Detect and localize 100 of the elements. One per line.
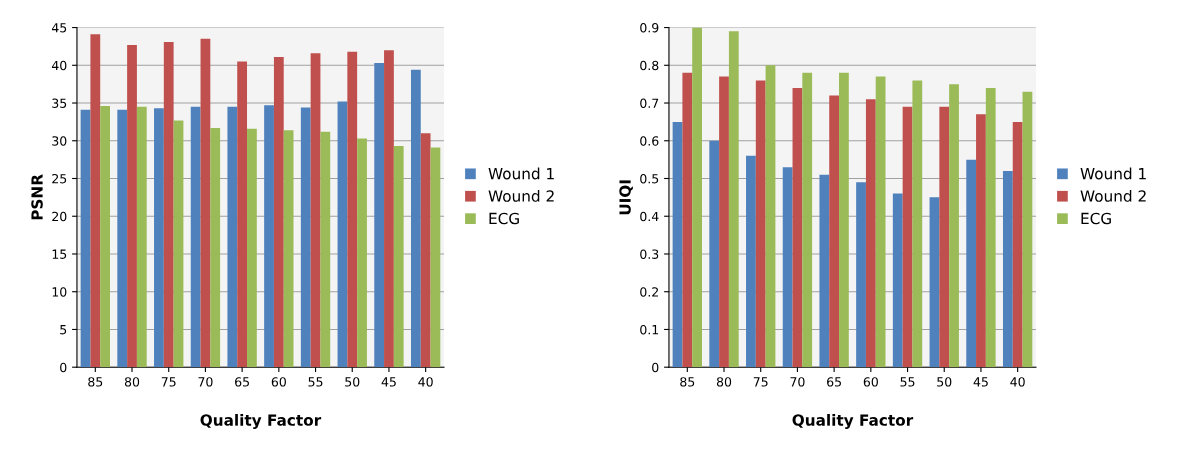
bar: [719, 76, 729, 368]
bar: [829, 95, 840, 368]
bar: [939, 106, 950, 368]
bar: [247, 128, 257, 368]
x-tick-label: 60: [271, 377, 286, 387]
bar: [1002, 170, 1013, 368]
bar: [728, 31, 739, 368]
bar: [819, 174, 830, 368]
y-tick-label: 25: [52, 173, 67, 184]
x-tick-label: 80: [124, 377, 140, 387]
bar: [357, 138, 367, 368]
x-tick-label: 50: [345, 377, 360, 387]
x-axis-title: Quality Factor: [200, 414, 322, 429]
x-tick-label: 85: [680, 377, 695, 387]
y-axis-title: PSNR: [31, 174, 43, 220]
bar: [949, 84, 959, 368]
bar: [875, 76, 886, 368]
y-tick-label: 0.7: [640, 98, 659, 108]
bar: [765, 65, 776, 368]
bar: [283, 130, 294, 368]
bar: [173, 120, 184, 368]
x-tick-label: 40: [418, 377, 433, 387]
x-tick-label: 70: [790, 377, 805, 387]
bar: [709, 140, 720, 368]
x-tick-label: 85: [88, 377, 103, 387]
bar: [672, 121, 683, 368]
bar: [420, 133, 431, 368]
x-tick-label: 45: [381, 377, 396, 387]
bar: [755, 80, 766, 368]
y-tick-label: 30: [52, 136, 67, 146]
y-tick-label: 0.3: [640, 249, 659, 259]
bar: [966, 159, 977, 368]
bar: [190, 106, 201, 368]
bar: [163, 41, 174, 368]
y-tick-label: 40: [51, 60, 67, 71]
x-tick-label: 75: [753, 377, 768, 387]
y-tick-label: 0.4: [640, 211, 659, 222]
bar: [985, 87, 996, 368]
x-tick-label: 75: [161, 377, 176, 387]
y-tick-label: 0.2: [640, 287, 658, 297]
bar: [839, 72, 849, 368]
bar: [90, 34, 101, 368]
x-tick-label: 80: [716, 377, 732, 387]
bar: [746, 155, 756, 368]
bar: [430, 147, 441, 368]
bar: [80, 109, 91, 368]
bar: [1022, 91, 1033, 368]
y-tick-label: 0.8: [640, 60, 659, 71]
bar: [976, 114, 986, 368]
y-tick-label: 0.9: [640, 23, 659, 33]
bar: [337, 101, 348, 368]
bar: [802, 72, 813, 368]
x-tick-label: 65: [235, 377, 249, 387]
y-tick-label: 0.1: [640, 324, 659, 335]
bar: [273, 56, 284, 368]
x-tick-label: 60: [863, 377, 878, 387]
y-tick-label: 0: [652, 362, 659, 373]
y-tick-label: 0.5: [640, 173, 659, 184]
legend-label: Wound 2: [1080, 189, 1146, 202]
bar: [100, 106, 110, 368]
bar: [300, 107, 311, 368]
bar: [682, 72, 693, 368]
y-tick-label: 20: [52, 211, 67, 222]
x-tick-label: 70: [198, 377, 213, 387]
legend-label: ECG: [1081, 212, 1111, 225]
bar: [1012, 121, 1023, 368]
bar: [782, 167, 793, 368]
x-tick-label: 55: [900, 377, 915, 387]
bar: [264, 105, 274, 368]
bar: [117, 109, 128, 368]
bar: [347, 51, 358, 368]
bar: [912, 80, 923, 368]
legend-label: Wound 2: [488, 189, 554, 202]
x-tick-label: 65: [827, 377, 841, 387]
bar: [892, 193, 903, 368]
bar: [227, 106, 238, 368]
x-tick-label: 45: [973, 377, 988, 387]
bar: [792, 87, 803, 368]
bar: [384, 50, 394, 368]
x-tick-label: 55: [308, 377, 323, 387]
y-axis-title: UIQI: [619, 180, 633, 215]
bar: [200, 38, 211, 368]
bar: [210, 127, 221, 368]
y-tick-label: 5: [60, 325, 67, 335]
x-tick-label: 40: [1010, 377, 1025, 387]
y-tick-label: 0: [60, 362, 67, 373]
bar: [393, 146, 404, 368]
y-tick-label: 35: [52, 98, 67, 108]
bar: [154, 108, 164, 368]
legend-label: Wound 1: [1080, 167, 1146, 180]
bar: [692, 27, 702, 368]
x-axis-title: Quality Factor: [792, 414, 914, 429]
y-tick-label: 0.6: [640, 136, 659, 146]
x-tick-label: 50: [937, 377, 952, 387]
bar: [902, 106, 913, 368]
bar: [856, 182, 866, 368]
legend-label: Wound 1: [488, 167, 554, 180]
bar: [127, 44, 137, 368]
bar: [136, 106, 147, 368]
legend-label: ECG: [489, 212, 519, 225]
